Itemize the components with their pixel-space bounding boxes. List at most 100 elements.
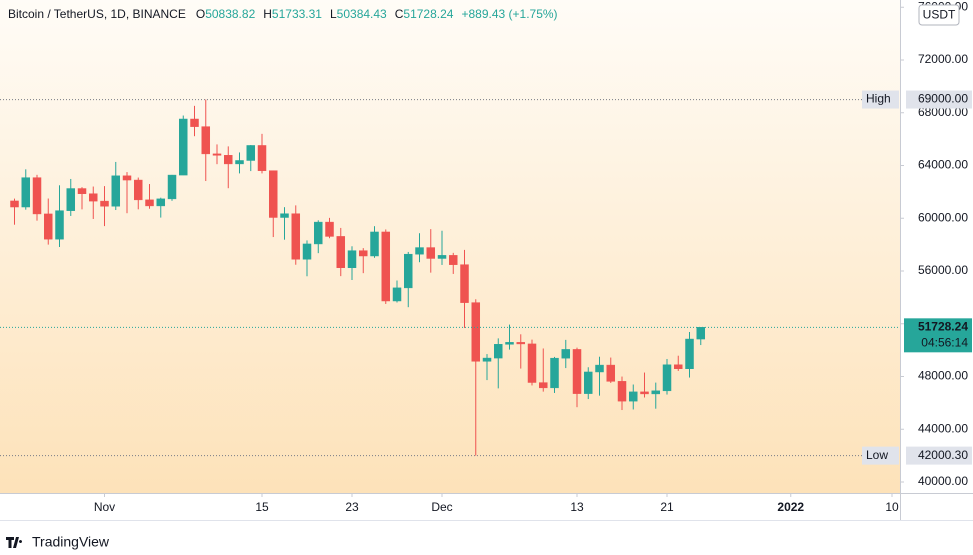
line-label: Low xyxy=(866,448,888,462)
x-tick-label: 13 xyxy=(570,500,584,514)
price-label: 69000.00 xyxy=(918,92,968,106)
candle-body xyxy=(89,193,98,202)
candle-body xyxy=(224,155,233,165)
candle-body xyxy=(640,391,649,395)
change: +889.43 (+1.75%) xyxy=(461,7,557,21)
candle-body xyxy=(426,247,436,259)
candle-body xyxy=(314,221,323,245)
candle-body xyxy=(460,264,469,303)
candle-body xyxy=(606,364,616,382)
candle-body xyxy=(685,338,694,369)
candle-body xyxy=(482,357,492,362)
y-tick-label: 60000.00 xyxy=(918,210,968,224)
candle-body xyxy=(201,126,211,155)
ohlc-value: 51733.31 xyxy=(272,7,322,21)
line-label-bg xyxy=(862,90,899,109)
currency-badge[interactable] xyxy=(918,4,960,26)
candle-body xyxy=(527,343,537,383)
ohlc-value: 51728.24 xyxy=(403,7,453,21)
candle-body xyxy=(449,255,458,265)
candle-body xyxy=(246,145,256,161)
candle-body xyxy=(111,175,121,207)
candle-body xyxy=(21,177,31,208)
y-tick-label: 64000.00 xyxy=(918,158,968,172)
price-label: 42000.30 xyxy=(918,448,968,462)
ohlc-letter: O xyxy=(196,7,205,21)
price-label-bg xyxy=(906,446,972,465)
candle-body xyxy=(10,200,19,208)
candle-body xyxy=(336,236,346,268)
current-price-bg xyxy=(904,318,972,353)
candle-body xyxy=(651,390,661,395)
candle-body xyxy=(674,364,683,369)
candle-body xyxy=(44,213,53,240)
x-tick-label: 10 xyxy=(885,500,899,514)
candle-body xyxy=(392,287,402,302)
candle-body xyxy=(55,210,64,240)
candle-body xyxy=(212,153,222,156)
candle-body xyxy=(437,255,447,259)
candle-body xyxy=(257,145,267,171)
x-tick-label: 23 xyxy=(345,500,359,514)
y-tick-label: 56000.00 xyxy=(918,263,968,277)
candle-body xyxy=(539,382,548,389)
candle-body xyxy=(291,213,301,260)
symbol: Bitcoin / TetherUS, 1D, BINANCE xyxy=(8,7,186,21)
candle-body xyxy=(32,177,42,215)
marks xyxy=(0,99,900,457)
ohlc-letter: L xyxy=(330,7,337,21)
x-tick-label: Nov xyxy=(94,500,115,514)
x-tick-label: 15 xyxy=(255,500,269,514)
brand: TradingView xyxy=(32,534,110,550)
candle-body xyxy=(359,250,368,257)
plot-background xyxy=(0,0,900,493)
candle-body xyxy=(100,200,109,207)
ohlc-value: 50838.82 xyxy=(205,7,255,21)
candle-body xyxy=(347,250,357,268)
candle-body xyxy=(269,170,278,218)
candle-body xyxy=(156,198,166,207)
candle-body xyxy=(179,118,188,176)
candle-body xyxy=(122,175,132,181)
y-tick-label: 72000.00 xyxy=(918,52,968,66)
candle-body xyxy=(561,349,571,359)
candle-body xyxy=(167,174,177,200)
candle-body xyxy=(280,213,289,218)
candle-body xyxy=(629,391,638,402)
candle-body xyxy=(404,253,413,289)
candle-body xyxy=(572,349,582,394)
candle-body xyxy=(662,364,672,392)
candle-body xyxy=(77,188,87,194)
candle-body xyxy=(505,342,514,345)
candle-body xyxy=(370,231,379,257)
countdown: 04:56:14 xyxy=(921,335,968,349)
candle-body xyxy=(696,327,706,340)
candle-body xyxy=(190,118,199,127)
ohlc-value: 50384.43 xyxy=(337,7,387,21)
y-tick-label: 40000.00 xyxy=(918,474,968,488)
candle-body xyxy=(494,344,503,359)
y-tick-label: 44000.00 xyxy=(918,421,968,435)
candle-body xyxy=(145,199,154,207)
candle-body xyxy=(235,160,244,165)
candle-body xyxy=(471,302,481,362)
candle-body xyxy=(302,243,312,260)
ohlc-letter: H xyxy=(263,7,272,21)
x-tick-label: 2022 xyxy=(777,500,804,514)
candle-body xyxy=(617,381,627,402)
candle-body xyxy=(550,357,559,389)
candle-body xyxy=(381,231,391,302)
candle-body xyxy=(584,371,593,394)
ohlc-letter: C xyxy=(395,7,404,21)
x-tick-label: 21 xyxy=(660,500,674,514)
chart-header: Bitcoin / TetherUS, 1D, BINANCE O50838.82… xyxy=(8,7,558,21)
currency[interactable]: USDT xyxy=(923,8,956,22)
y-tick-label: 48000.00 xyxy=(918,369,968,383)
candle-body xyxy=(134,179,143,201)
candle-body xyxy=(66,188,76,211)
x-tick-label: Dec xyxy=(431,500,452,514)
line-label-bg xyxy=(862,446,899,465)
candle-body xyxy=(516,342,526,345)
current-price: 51728.24 xyxy=(918,319,968,333)
